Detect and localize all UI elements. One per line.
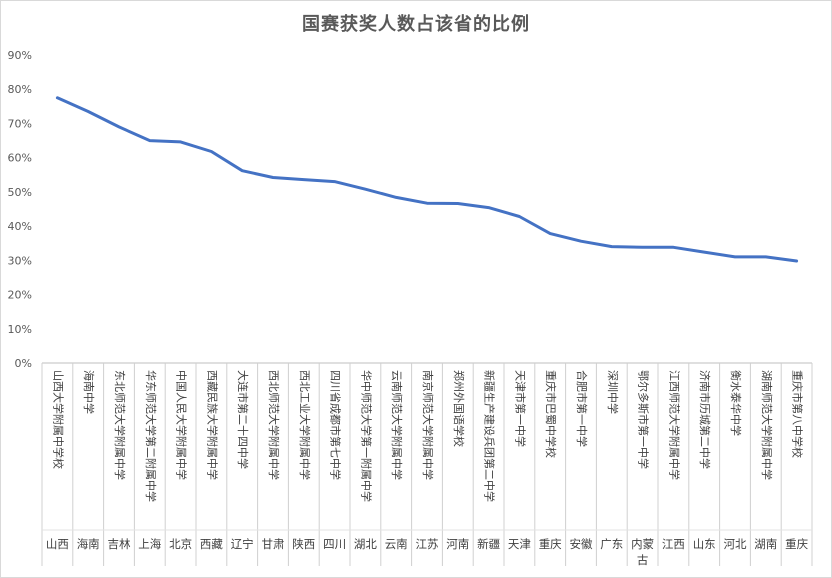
province-label: 甘肃 bbox=[262, 537, 285, 551]
school-label: 重庆市巴蜀中学校 bbox=[544, 370, 558, 458]
school-label: 重庆市第八中学校 bbox=[791, 370, 805, 458]
province-label: 陕西 bbox=[292, 537, 315, 551]
school-label: 天津市第一中学 bbox=[513, 370, 527, 447]
province-label: 新疆 bbox=[477, 537, 500, 551]
data-point bbox=[517, 215, 521, 219]
data-point bbox=[302, 178, 306, 182]
data-point bbox=[610, 245, 614, 249]
data-point bbox=[117, 125, 121, 129]
province-label: 吉林 bbox=[108, 537, 131, 551]
y-tick-label: 80% bbox=[8, 83, 32, 96]
province-label: 上海 bbox=[138, 537, 161, 551]
y-tick-label: 60% bbox=[8, 152, 32, 165]
school-label: 华中师范大学第一附属中学 bbox=[359, 370, 373, 502]
y-tick-label: 40% bbox=[8, 220, 32, 233]
province-label: 山东 bbox=[693, 537, 716, 551]
province-label: 西藏 bbox=[200, 537, 223, 551]
data-point bbox=[487, 206, 491, 210]
data-point bbox=[271, 176, 275, 180]
y-tick-label: 90% bbox=[8, 49, 32, 62]
school-label: 华东师范大学第二附属中学 bbox=[144, 370, 158, 502]
province-label: 四川 bbox=[323, 537, 346, 551]
school-label: 新疆生产建设兵团第二中学 bbox=[483, 370, 497, 502]
school-label: 中国人民大学附属中学 bbox=[175, 370, 189, 480]
province-label: 辽宁 bbox=[231, 537, 254, 551]
school-label: 鄂尔多斯市第一中学 bbox=[637, 370, 651, 469]
data-point bbox=[671, 245, 675, 249]
province-label: 云南 bbox=[385, 537, 408, 551]
data-point bbox=[209, 150, 213, 154]
data-point bbox=[579, 239, 583, 243]
school-label: 西北工业大学附属中学 bbox=[298, 370, 312, 480]
data-point bbox=[394, 195, 398, 199]
data-point bbox=[795, 259, 799, 263]
y-tick-label: 0% bbox=[15, 357, 32, 370]
school-label: 大连市第二十四中学 bbox=[236, 370, 250, 469]
data-point bbox=[702, 250, 706, 254]
school-label: 深圳中学 bbox=[606, 370, 620, 414]
school-label: 南京师范大学附属中学 bbox=[421, 370, 435, 480]
school-label: 江西师范大学附属中学 bbox=[667, 370, 681, 480]
data-point bbox=[425, 201, 429, 205]
province-label: 海南 bbox=[77, 537, 100, 551]
y-tick-label: 20% bbox=[8, 289, 32, 302]
school-label: 海南中学 bbox=[82, 370, 96, 414]
province-label: 内蒙 bbox=[631, 537, 654, 551]
series-line bbox=[55, 96, 799, 263]
province-label: 重庆 bbox=[785, 537, 808, 551]
data-point bbox=[86, 109, 90, 113]
province-label: 广东 bbox=[600, 537, 623, 551]
school-label: 西藏民族大学附属中学 bbox=[205, 370, 219, 480]
province-label: 河北 bbox=[724, 537, 747, 551]
data-point bbox=[733, 255, 737, 259]
y-tick-label: 30% bbox=[8, 254, 32, 267]
data-point bbox=[148, 139, 152, 143]
y-tick-label: 70% bbox=[8, 117, 32, 130]
school-label: 东北师范大学附属中学 bbox=[113, 370, 127, 480]
school-label: 合肥市第一中学 bbox=[575, 370, 589, 447]
school-label: 山西大学附属中学校 bbox=[51, 370, 65, 469]
province-label: 江苏 bbox=[416, 537, 439, 551]
data-point bbox=[333, 180, 337, 184]
school-label: 湖南师范大学附属中学 bbox=[760, 370, 774, 480]
school-label: 云南师范大学附属中学 bbox=[390, 370, 404, 480]
province-label: 湖南 bbox=[754, 537, 777, 551]
province-label: 江西 bbox=[662, 537, 685, 551]
school-label: 郑州外国语学校 bbox=[452, 370, 466, 447]
province-label: 河南 bbox=[446, 537, 469, 551]
data-point bbox=[548, 232, 552, 236]
y-tick-label: 10% bbox=[8, 323, 32, 336]
province-label-wrap: 古 bbox=[637, 553, 649, 567]
province-label: 北京 bbox=[169, 537, 192, 551]
data-point bbox=[456, 202, 460, 206]
data-point bbox=[55, 96, 59, 100]
data-point bbox=[363, 187, 367, 191]
data-point bbox=[179, 140, 183, 144]
chart-title: 国赛获奖人数占该省的比例 bbox=[302, 14, 530, 35]
school-label: 四川省成都市第七中学 bbox=[329, 370, 343, 480]
school-label: 西北师范大学附属中学 bbox=[267, 370, 281, 480]
province-label: 山西 bbox=[46, 537, 69, 551]
province-label: 天津 bbox=[508, 537, 531, 551]
province-label: 湖北 bbox=[354, 537, 377, 551]
school-label: 济南市历城第二中学 bbox=[698, 370, 712, 469]
province-label: 重庆 bbox=[539, 537, 562, 551]
data-point bbox=[764, 255, 768, 259]
data-point bbox=[240, 169, 244, 173]
school-label: 衡水泰华中学 bbox=[729, 370, 743, 436]
data-point bbox=[641, 245, 645, 249]
y-tick-label: 50% bbox=[8, 186, 32, 199]
province-label: 安徽 bbox=[570, 537, 593, 551]
